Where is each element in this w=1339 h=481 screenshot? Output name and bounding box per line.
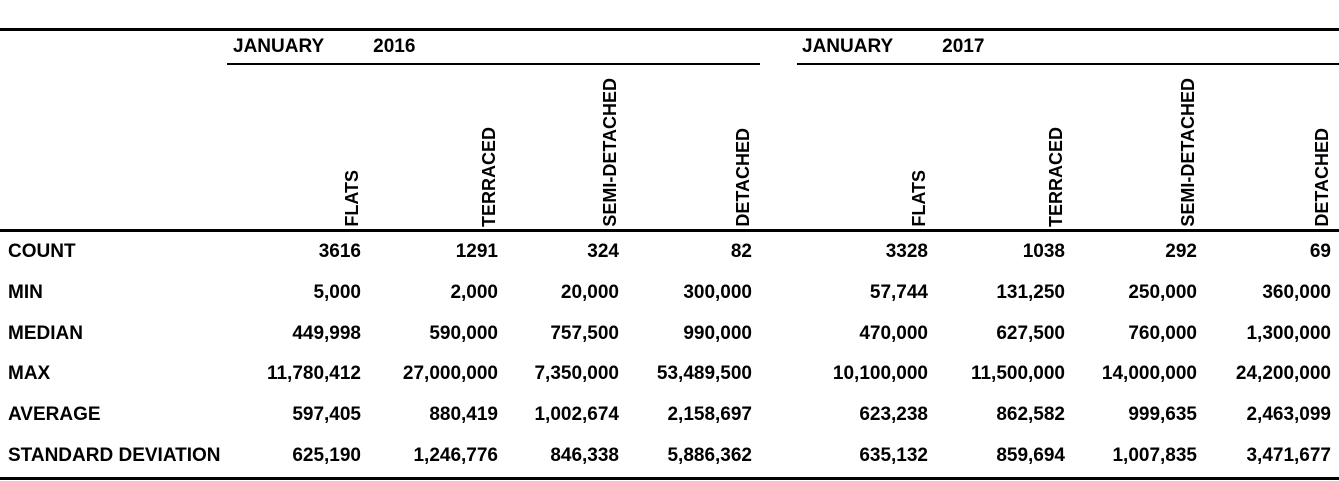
section-year: 2017 xyxy=(942,36,985,57)
cell-median-2016-terraced: 590,000 xyxy=(429,322,498,344)
column-header-2016-semi-detached: SEMI-DETACHED xyxy=(600,78,620,227)
cell-average-2016-detached: 2,158,697 xyxy=(667,404,752,426)
section-header-2016: JANUARY 2016 xyxy=(219,31,760,65)
cell-stdev-2017-semi-detached: 1,007,835 xyxy=(1112,444,1197,466)
column-header-2016-detached: DETACHED xyxy=(733,128,753,227)
section-underline-2016: JANUARY 2016 xyxy=(227,31,760,65)
cell-count-2017-terraced: 1038 xyxy=(1022,241,1065,262)
section-underline-2017: JANUARY 2017 xyxy=(797,31,1339,65)
cell-stdev-2016-terraced: 1,246,776 xyxy=(413,444,498,466)
cell-max-2016-detached: 53,489,500 xyxy=(656,363,752,385)
cell-max-2017-detached: 24,200,000 xyxy=(1235,363,1331,385)
row-label-max: MAX xyxy=(8,363,51,385)
cell-max-2016-terraced: 27,000,000 xyxy=(402,363,498,385)
cell-max-2017-terraced: 11,500,000 xyxy=(970,363,1065,385)
column-header-2016-flats: FLATS xyxy=(342,170,362,227)
cell-stdev-2016-flats: 625,190 xyxy=(292,444,361,466)
cell-max-2017-flats: 10,100,000 xyxy=(832,363,928,385)
cell-min-2016-semi-detached: 20,000 xyxy=(560,281,619,303)
cell-count-2016-detached: 82 xyxy=(730,241,752,262)
cell-count-2016-semi-detached: 324 xyxy=(587,241,619,262)
row-label-standard-deviation: STANDARD DEVIATION xyxy=(8,444,221,466)
cell-max-2016-flats: 11,780,412 xyxy=(266,363,361,385)
cell-median-2017-flats: 470,000 xyxy=(859,322,928,344)
cell-count-2016-terraced: 1291 xyxy=(455,241,498,262)
row-label-median: MEDIAN xyxy=(8,322,83,344)
cell-min-2017-flats: 57,744 xyxy=(869,281,928,303)
bottom-rule xyxy=(0,476,1339,480)
cell-stdev-2016-semi-detached: 846,338 xyxy=(550,444,619,466)
section-header-2017: JANUARY 2017 xyxy=(797,31,1339,65)
cell-average-2017-detached: 2,463,099 xyxy=(1246,404,1331,426)
cell-average-2016-terraced: 880,419 xyxy=(429,404,498,426)
cell-average-2016-flats: 597,405 xyxy=(292,404,361,426)
cell-min-2016-terraced: 2,000 xyxy=(450,281,498,303)
cell-min-2017-detached: 360,000 xyxy=(1262,281,1331,303)
cell-min-2016-detached: 300,000 xyxy=(683,281,752,303)
cell-count-2016-flats: 3616 xyxy=(318,241,361,262)
column-header-2017-semi-detached: SEMI-DETACHED xyxy=(1178,78,1198,227)
cell-min-2017-terraced: 131,250 xyxy=(996,281,1065,303)
cell-stdev-2017-detached: 3,471,677 xyxy=(1246,444,1331,466)
column-header-2017-flats: FLATS xyxy=(909,170,929,227)
cell-average-2016-semi-detached: 1,002,674 xyxy=(534,404,619,426)
cell-max-2016-semi-detached: 7,350,000 xyxy=(534,363,619,385)
section-year: 2016 xyxy=(373,36,416,57)
row-label-average: AVERAGE xyxy=(8,404,101,426)
row-label-count: COUNT xyxy=(8,241,76,262)
cell-median-2016-flats: 449,998 xyxy=(292,322,361,344)
table-grid: JANUARY 2016 JANUARY 2017 FLATS TERRACED… xyxy=(0,31,1339,477)
cell-median-2017-semi-detached: 760,000 xyxy=(1128,322,1197,344)
cell-max-2017-semi-detached: 14,000,000 xyxy=(1101,363,1197,385)
cell-min-2016-flats: 5,000 xyxy=(313,281,361,303)
row-label-min: MIN xyxy=(8,281,43,303)
cell-stdev-2016-detached: 5,886,362 xyxy=(667,444,752,466)
section-month: JANUARY xyxy=(233,36,325,57)
cell-stdev-2017-flats: 635,132 xyxy=(859,444,928,466)
cell-median-2017-terraced: 627,500 xyxy=(996,322,1065,344)
top-rule xyxy=(0,28,1339,31)
cell-count-2017-flats: 3328 xyxy=(885,241,928,262)
cell-count-2017-semi-detached: 292 xyxy=(1165,241,1197,262)
cell-count-2017-detached: 69 xyxy=(1309,241,1331,262)
section-month: JANUARY xyxy=(802,36,894,57)
cell-average-2017-terraced: 862,582 xyxy=(996,404,1065,426)
column-header-2017-terraced: TERRACED xyxy=(1046,126,1066,227)
cell-stdev-2017-terraced: 859,694 xyxy=(996,444,1065,466)
column-header-2017-detached: DETACHED xyxy=(1312,128,1332,227)
cell-average-2017-flats: 623,238 xyxy=(859,404,928,426)
header-body-divider-rule xyxy=(0,229,1339,232)
cell-average-2017-semi-detached: 999,635 xyxy=(1128,404,1197,426)
cell-median-2016-detached: 990,000 xyxy=(683,322,752,344)
column-header-2016-terraced: TERRACED xyxy=(479,126,499,227)
cell-median-2017-detached: 1,300,000 xyxy=(1246,322,1331,344)
cell-min-2017-semi-detached: 250,000 xyxy=(1128,281,1197,303)
cell-median-2016-semi-detached: 757,500 xyxy=(550,322,619,344)
